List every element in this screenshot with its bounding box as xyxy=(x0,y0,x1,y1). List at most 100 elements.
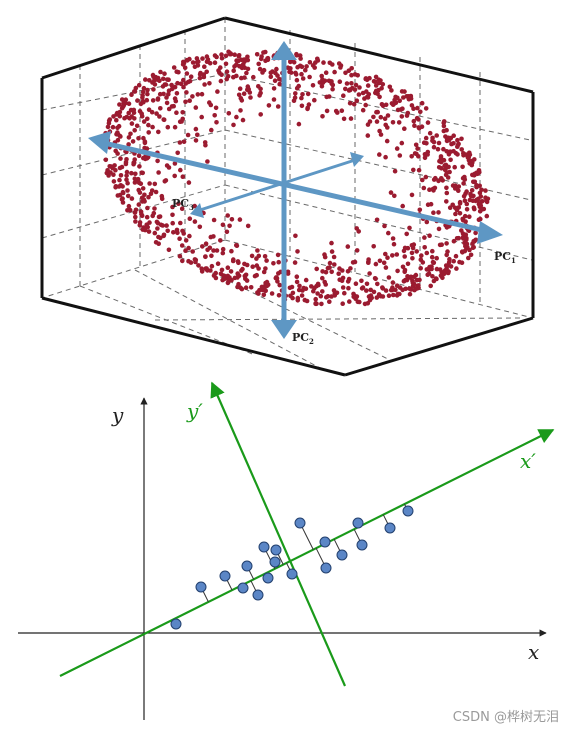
cloud-point xyxy=(373,88,379,94)
cloud-point xyxy=(203,241,209,246)
cloud-point xyxy=(383,154,388,160)
cloud-point xyxy=(265,56,270,61)
cloud-point xyxy=(141,85,147,91)
cloud-point xyxy=(429,254,435,260)
cloud-point xyxy=(392,168,398,174)
cloud-point xyxy=(401,278,407,284)
cloud-point xyxy=(231,257,236,262)
cloud-point xyxy=(223,53,229,59)
cloud-point xyxy=(131,160,136,165)
cloud-point xyxy=(422,152,428,157)
cloud-point xyxy=(409,250,415,256)
cloud-point xyxy=(175,150,180,156)
cloud-point xyxy=(366,257,371,262)
cloud-point xyxy=(218,271,224,277)
cloud-point xyxy=(415,105,420,111)
cloud-point xyxy=(182,65,188,70)
cloud-point xyxy=(139,195,145,201)
cloud-point xyxy=(129,114,134,119)
cloud-point xyxy=(133,219,138,224)
cloud-point xyxy=(376,292,382,297)
cloud-point xyxy=(329,269,335,275)
cloud-point xyxy=(383,251,388,257)
cloud-point xyxy=(313,60,318,65)
cloud-point xyxy=(399,140,405,146)
cloud-point xyxy=(140,95,145,100)
cloud-point xyxy=(385,255,390,260)
cloud-point xyxy=(423,135,429,141)
cloud-point xyxy=(209,263,215,269)
cloud-point xyxy=(325,265,331,271)
cloud-point xyxy=(348,266,353,271)
cloud-point xyxy=(297,63,303,69)
cloud-point xyxy=(275,252,281,258)
cloud-point xyxy=(178,81,184,87)
cloud-point xyxy=(468,193,474,199)
cloud-point xyxy=(418,109,423,115)
cloud-point xyxy=(197,224,203,230)
cloud-point xyxy=(474,184,479,190)
cloud-point xyxy=(213,105,219,111)
cloud-point xyxy=(153,189,159,195)
cloud-point xyxy=(172,96,178,101)
cloud-point xyxy=(115,151,120,156)
cloud-point xyxy=(347,299,352,304)
cloud-point xyxy=(113,167,118,173)
cloud-point xyxy=(249,253,255,259)
cloud-point xyxy=(145,87,150,93)
cloud-point xyxy=(106,120,112,126)
cloud-point xyxy=(344,81,350,86)
cloud-point xyxy=(138,181,144,186)
cloud-point xyxy=(214,120,219,125)
cloud-point xyxy=(322,252,327,257)
cloud-point xyxy=(472,238,477,244)
cloud-point xyxy=(386,293,392,299)
cloud-point xyxy=(451,141,456,146)
cloud-point xyxy=(237,86,243,91)
cloud-point xyxy=(369,295,375,301)
cloud-point xyxy=(400,287,405,293)
cloud-point xyxy=(170,204,175,210)
cloud-point xyxy=(185,79,191,85)
scatter-point xyxy=(258,541,270,553)
cloud-point xyxy=(341,116,347,122)
cloud-point xyxy=(351,291,356,297)
cloud-point xyxy=(411,274,417,280)
scatter-point xyxy=(219,570,231,582)
cloud-point xyxy=(319,301,324,307)
cloud-point xyxy=(380,82,386,87)
cloud-point xyxy=(190,60,196,65)
cloud-point xyxy=(155,158,160,164)
cloud-point xyxy=(436,226,442,232)
cloud-point xyxy=(354,226,360,231)
cloud-point xyxy=(353,82,359,88)
cloud-point xyxy=(171,230,176,235)
cloud-point xyxy=(441,119,447,124)
cloud-point xyxy=(193,126,199,132)
cloud-point xyxy=(245,223,251,229)
cloud-point xyxy=(394,283,400,289)
cloud-point xyxy=(259,54,264,59)
cloud-point xyxy=(166,88,172,93)
cloud-point xyxy=(321,60,326,65)
cloud-point xyxy=(152,181,158,187)
cloud-point xyxy=(323,269,329,275)
cloud-point xyxy=(145,205,150,211)
cloud-point xyxy=(150,213,155,219)
cloud-point xyxy=(294,51,299,57)
cloud-point xyxy=(187,233,192,239)
cloud-point xyxy=(414,115,420,121)
cloud-point xyxy=(120,189,126,195)
cloud-point xyxy=(340,268,345,273)
cloud-point xyxy=(128,131,133,137)
cloud-point xyxy=(315,56,320,62)
cloud-point xyxy=(402,126,407,131)
cloud-point xyxy=(114,117,119,123)
cloud-point xyxy=(303,286,309,292)
cloud-point xyxy=(121,102,127,108)
cloud-point xyxy=(117,113,123,119)
cloud-point xyxy=(431,144,437,150)
cloud-point xyxy=(394,146,400,151)
cloud-point xyxy=(415,146,420,151)
cloud-point xyxy=(129,121,135,126)
